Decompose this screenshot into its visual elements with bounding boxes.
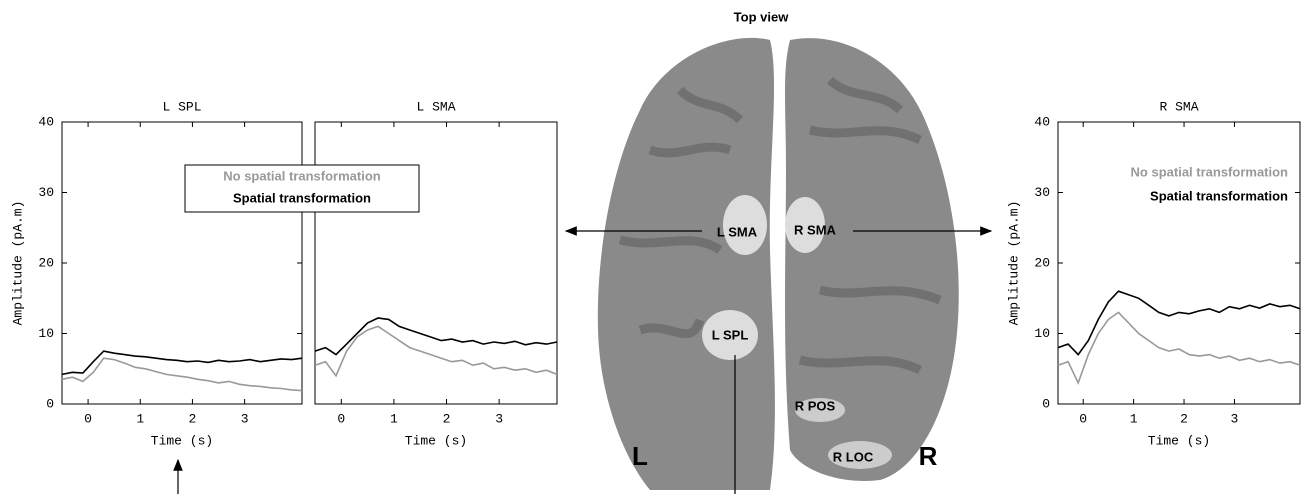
patch bbox=[785, 197, 825, 253]
x-tick-label: 2 bbox=[1180, 411, 1188, 426]
side-label: R bbox=[919, 441, 938, 471]
legend-frame bbox=[184, 164, 420, 213]
legend-entry: No spatial transformation bbox=[223, 168, 381, 183]
region-label: R POS bbox=[795, 398, 836, 413]
region-label: L SPL bbox=[712, 327, 749, 342]
chart-title: R SMA bbox=[1159, 99, 1198, 114]
chart-title: L SMA bbox=[416, 99, 455, 114]
y-tick-label: 30 bbox=[38, 185, 54, 200]
y-tick-label: 10 bbox=[1034, 326, 1050, 341]
y-tick-label: 20 bbox=[38, 255, 54, 270]
patch bbox=[702, 310, 758, 360]
brain-title: Top view bbox=[734, 9, 790, 24]
y-tick-label: 40 bbox=[1034, 114, 1050, 129]
x-tick-label: 0 bbox=[84, 411, 92, 426]
x-tick-label: 3 bbox=[1231, 411, 1239, 426]
x-tick-label: 1 bbox=[1130, 411, 1138, 426]
y-tick-label: 30 bbox=[1034, 185, 1050, 200]
plot-frame bbox=[314, 121, 558, 405]
x-tick-label: 3 bbox=[495, 411, 503, 426]
y-tick-label: 0 bbox=[1042, 396, 1050, 411]
x-axis-label: Time (s) bbox=[1148, 433, 1210, 448]
y-axis-label: Amplitude (pA.m) bbox=[10, 201, 25, 326]
x-tick-label: 0 bbox=[1079, 411, 1087, 426]
data-line bbox=[314, 325, 558, 378]
x-tick-label: 1 bbox=[136, 411, 144, 426]
region-label: R LOC bbox=[833, 449, 874, 464]
patch bbox=[723, 195, 767, 255]
patch bbox=[828, 441, 892, 469]
y-tick-label: 10 bbox=[38, 326, 54, 341]
legend-entry: Spatial transformation bbox=[1150, 188, 1288, 203]
x-tick-label: 1 bbox=[390, 411, 398, 426]
x-tick-label: 2 bbox=[443, 411, 451, 426]
data-line bbox=[61, 350, 303, 376]
chart-title: L SPL bbox=[162, 99, 201, 114]
region-label: R SMA bbox=[794, 222, 837, 237]
y-axis-label: Amplitude (pA.m) bbox=[1006, 201, 1021, 326]
x-tick-label: 0 bbox=[337, 411, 345, 426]
legend-entry: No spatial transformation bbox=[1131, 164, 1289, 179]
left-hemisphere bbox=[597, 37, 775, 490]
data-line bbox=[314, 317, 558, 356]
y-tick-label: 0 bbox=[46, 396, 54, 411]
data-line bbox=[61, 357, 303, 392]
x-tick-label: 2 bbox=[189, 411, 197, 426]
brain: Top view L R L SMA R SMA L SPL R POS R L… bbox=[173, 9, 993, 494]
sulci bbox=[618, 76, 942, 375]
data-line bbox=[1057, 311, 1301, 385]
y-tick-label: 20 bbox=[1034, 255, 1050, 270]
x-axis-label: Time (s) bbox=[405, 433, 467, 448]
data-line bbox=[1057, 290, 1301, 356]
x-tick-label: 3 bbox=[241, 411, 249, 426]
legend-entry: Spatial transformation bbox=[233, 190, 371, 205]
y-tick-label: 40 bbox=[38, 114, 54, 129]
patch bbox=[795, 398, 845, 422]
side-label: L bbox=[632, 441, 648, 471]
region-label: L SMA bbox=[717, 224, 758, 239]
x-axis-label: Time (s) bbox=[151, 433, 213, 448]
